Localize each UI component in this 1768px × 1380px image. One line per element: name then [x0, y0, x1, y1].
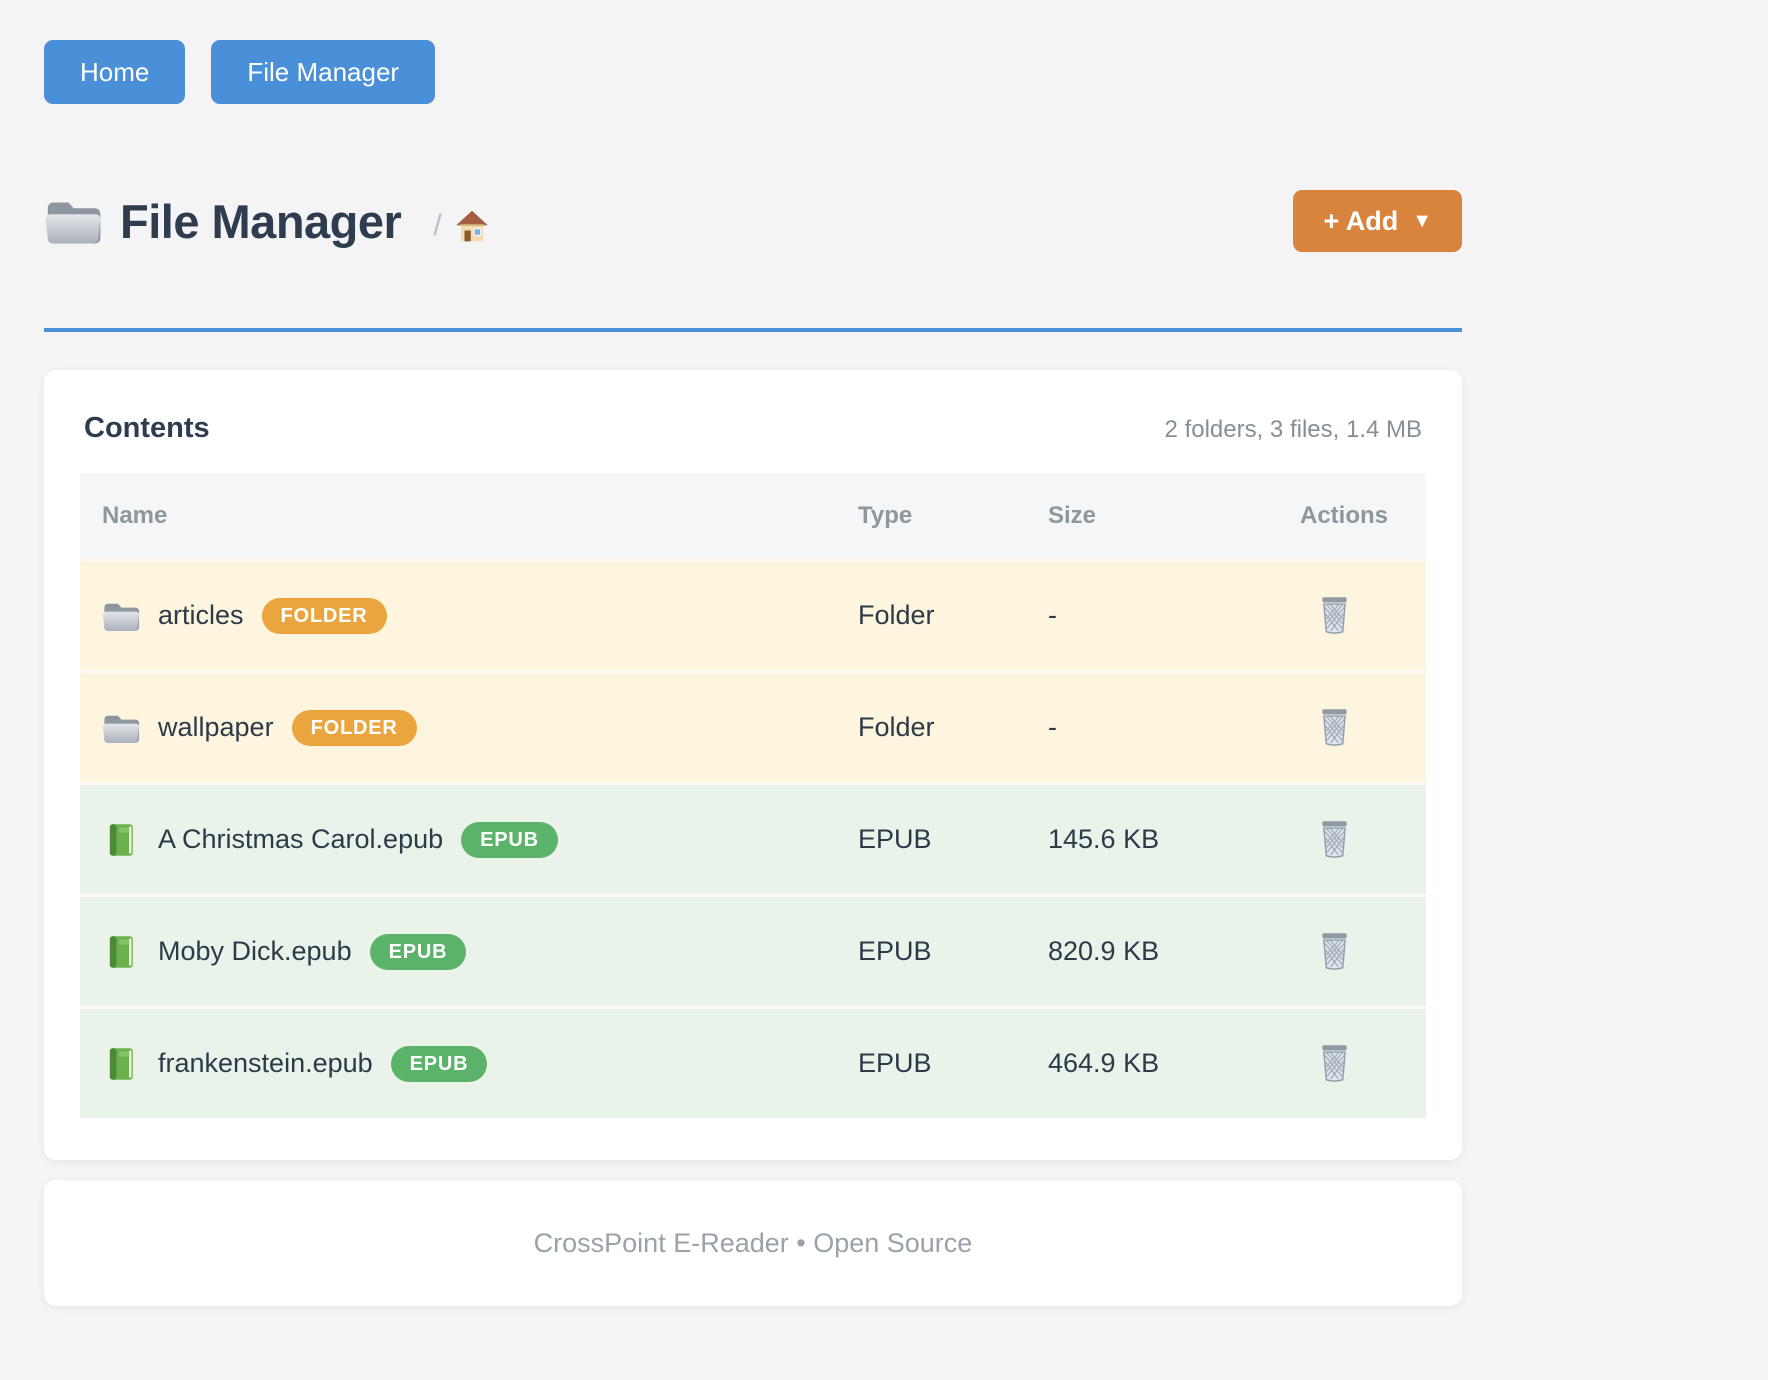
column-header-type: Type [858, 501, 913, 529]
page-container: Home File Manager File Manager / + Add ▼… [44, 0, 1462, 1306]
delete-button[interactable] [1300, 707, 1353, 748]
file-manager-button[interactable]: File Manager [211, 40, 436, 104]
delete-button[interactable] [1300, 595, 1353, 636]
file-size: - [1048, 600, 1057, 630]
table-body: articles FOLDER Folder - wallpaper FOLDE… [80, 558, 1426, 1118]
type-badge: EPUB [461, 821, 558, 858]
file-type: EPUB [858, 824, 932, 854]
column-header-name: Name [102, 501, 168, 529]
file-name-link[interactable]: wallpaper [158, 712, 274, 742]
book-icon [102, 1047, 140, 1081]
book-icon [102, 823, 140, 857]
folder-icon [102, 711, 140, 745]
trash-icon [1316, 819, 1353, 860]
chevron-down-icon: ▼ [1412, 209, 1432, 232]
title-underline [44, 328, 1462, 332]
type-badge: FOLDER [261, 597, 387, 634]
column-header-actions: Actions [1300, 501, 1389, 529]
file-type: EPUB [858, 936, 932, 966]
delete-button[interactable] [1300, 1043, 1353, 1084]
contents-summary: 2 folders, 3 files, 1.4 MB [1164, 416, 1422, 443]
trash-icon [1316, 1043, 1353, 1084]
book-icon [102, 935, 140, 969]
table-row: frankenstein.epub EPUB EPUB 464.9 KB [80, 1006, 1426, 1118]
top-nav: Home File Manager [44, 0, 1462, 104]
type-badge: EPUB [390, 1045, 488, 1082]
home-button[interactable]: Home [44, 40, 186, 104]
trash-icon [1316, 931, 1353, 972]
file-size: - [1048, 712, 1057, 742]
column-header-size: Size [1048, 501, 1097, 529]
delete-button[interactable] [1300, 931, 1353, 972]
file-type: EPUB [858, 1048, 932, 1078]
table-row: articles FOLDER Folder - [80, 558, 1426, 670]
page-title: File Manager [120, 194, 402, 248]
table-row: A Christmas Carol.epub EPUB EPUB 145.6 K… [80, 782, 1426, 894]
table-row: Moby Dick.epub EPUB EPUB 820.9 KB [80, 894, 1426, 1006]
page-header: File Manager / + Add ▼ [44, 184, 1462, 258]
file-name-link[interactable]: articles [158, 600, 244, 630]
house-icon[interactable] [454, 208, 490, 244]
type-badge: EPUB [369, 933, 467, 970]
card-head: Contents 2 folders, 3 files, 1.4 MB [80, 412, 1426, 445]
folder-icon [44, 197, 102, 245]
file-size: 464.9 KB [1048, 1048, 1160, 1078]
file-table: Name Type Size Actions articles FOLDER F… [80, 473, 1426, 1118]
file-size: 145.6 KB [1048, 824, 1160, 854]
breadcrumb-separator: / [433, 209, 442, 242]
trash-icon [1316, 707, 1353, 748]
footer-text: CrossPoint E-Reader • Open Source [533, 1227, 973, 1258]
footer-card: CrossPoint E-Reader • Open Source [44, 1180, 1462, 1306]
file-name-link[interactable]: Moby Dick.epub [158, 936, 352, 966]
file-type: Folder [858, 600, 935, 630]
contents-title: Contents [84, 412, 210, 444]
file-type: Folder [858, 712, 935, 742]
file-name-link[interactable]: A Christmas Carol.epub [158, 824, 444, 854]
folder-icon [102, 599, 140, 633]
add-button[interactable]: + Add ▼ [1293, 190, 1462, 252]
trash-icon [1316, 595, 1353, 636]
delete-button[interactable] [1300, 819, 1353, 860]
breadcrumb: / [433, 208, 489, 244]
file-name-link[interactable]: frankenstein.epub [158, 1048, 373, 1078]
table-row: wallpaper FOLDER Folder - [80, 670, 1426, 782]
title-block: File Manager / [44, 194, 490, 249]
file-size: 820.9 KB [1048, 936, 1160, 966]
table-header-row: Name Type Size Actions [80, 473, 1426, 558]
contents-card: Contents 2 folders, 3 files, 1.4 MB Name… [44, 370, 1462, 1160]
type-badge: FOLDER [291, 709, 417, 746]
add-button-label: + Add [1323, 205, 1399, 236]
